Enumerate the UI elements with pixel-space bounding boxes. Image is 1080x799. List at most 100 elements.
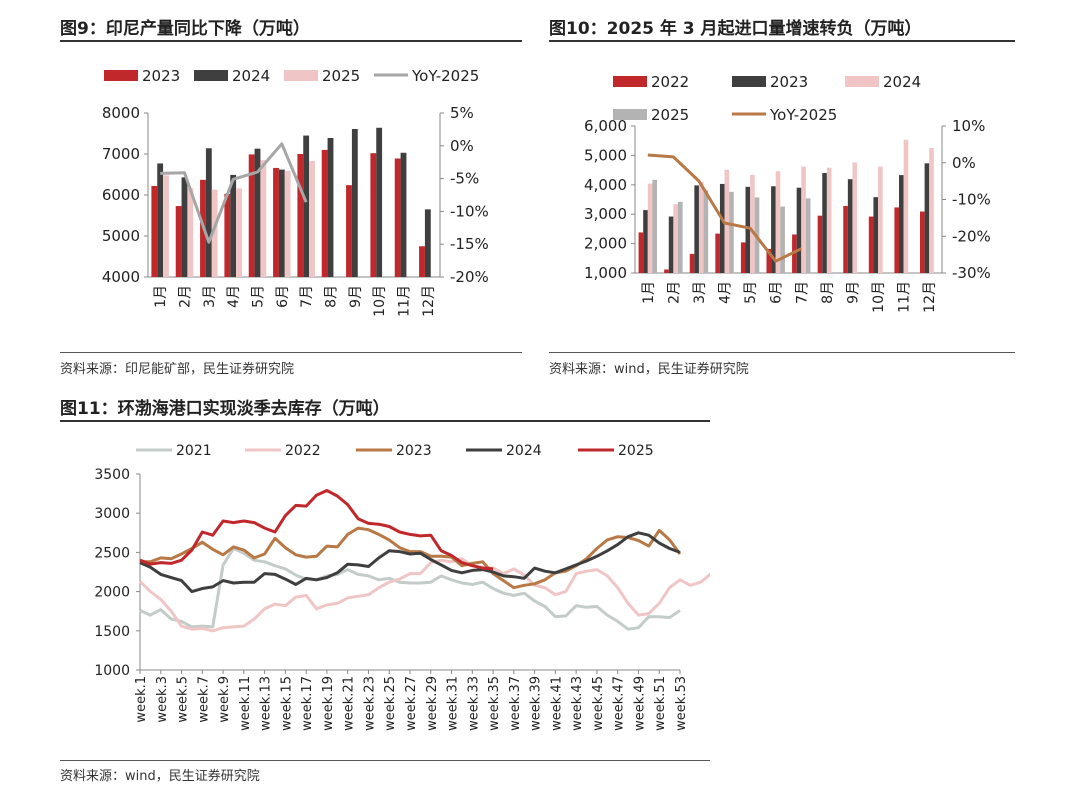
chart11-x-tick-label: week.5 (176, 676, 191, 723)
chart9-bar-2024 (376, 127, 383, 277)
chart10-bar-2023 (643, 210, 648, 273)
chart10-x-tick-label: 3月 (692, 281, 708, 304)
chart11-legend-label-2025: 2025 (618, 443, 654, 459)
chart9-bar-2023 (346, 185, 352, 277)
chart11-legend-label-2021: 2021 (176, 443, 212, 459)
chart10-bar-2024 (750, 174, 755, 273)
chart10-legend-swatch-2022 (613, 76, 647, 87)
chart11-x-tick-label: week.3 (155, 676, 170, 723)
chart9-x-tick-label: 1月 (153, 285, 169, 308)
chart10-bar-2023 (822, 173, 827, 273)
chart10-bar-2022 (894, 207, 900, 273)
chart9-bar-2023 (224, 193, 231, 277)
chart11-x-tick-label: week.39 (529, 676, 544, 731)
chart9-x-tick-label: 12月 (421, 285, 437, 317)
chart9-bar-2023 (273, 167, 279, 277)
chart9-bar-2023 (175, 206, 182, 277)
chart9-bar-2025 (163, 175, 169, 277)
chart9-panel: 图9：印尼产量同比下降（万吨） 4000 5000 6000 7000 8000 5% 0%… (60, 8, 522, 380)
chart10-bar-2024 (724, 169, 730, 273)
chart11-x-tick-label: week.45 (591, 676, 606, 731)
chart9-bar-2024 (400, 152, 407, 277)
chart10-legend-swatch-2023 (732, 76, 766, 87)
chart11-legend-label-2023: 2023 (396, 443, 432, 459)
chart10-legend-swatch-2025 (613, 109, 647, 120)
chart9-legend-swatch-2025 (284, 70, 318, 81)
chart10-bar-2024 (647, 183, 653, 273)
chart11-x-tick-label: week.9 (217, 676, 232, 723)
chart10-x-tick-label: 7月 (794, 281, 810, 304)
chart10-bar-2023 (847, 179, 853, 273)
chart10-bar-2022 (689, 253, 695, 273)
chart11-legend-label-2022: 2022 (285, 443, 321, 459)
chart9-bar-2024 (424, 209, 431, 277)
chart10-x-tick-label: 4月 (718, 281, 734, 304)
chart10-x-tick-label: 1月 (641, 281, 657, 304)
chart9-bar-2023 (297, 154, 304, 277)
chart11-tick-label: 3000 (94, 506, 130, 522)
chart10-bar-2022 (817, 215, 823, 273)
chart9-x-tick-label: 9月 (348, 285, 364, 308)
chart9-bar-2024 (157, 163, 164, 277)
chart10-bar-2022 (664, 269, 669, 273)
chart11-x-tick-label: week.21 (342, 676, 357, 731)
chart9-svg: 4000 5000 6000 7000 8000 5% 0% -5% -10% -15% -20% 1… (102, 67, 489, 317)
chart9-x-tick-label: 2月 (178, 285, 194, 308)
chart11-tick-label: 3500 (94, 467, 130, 483)
chart9-tick-label-left: 8000 (102, 104, 140, 122)
chart10-bar-2024 (826, 167, 832, 273)
chart10-bar-2023 (873, 197, 879, 273)
chart11-panel: 图11：环渤海港口实现淡季去库存（万吨） 1000 1500 2000 2500 300… (60, 388, 710, 793)
chart9-tick-label-left: 7000 (102, 145, 140, 163)
chart9-bar-2023 (151, 185, 158, 277)
chart10-tick-label-left: 2,000 (584, 235, 627, 253)
chart10-bar-2025 (780, 206, 785, 273)
chart9-legend-swatch-2023 (104, 70, 138, 81)
chart9-bar-2024 (278, 169, 285, 277)
chart10-bar-2022 (766, 248, 772, 273)
chart10-bar-2024 (903, 139, 909, 273)
chart9-tick-label-left: 6000 (102, 186, 140, 204)
chart9-bar-2025 (309, 160, 315, 277)
chart10-bar-2023 (745, 186, 751, 273)
chart10-bar-2023 (719, 183, 725, 273)
chart10-bar-2025 (703, 190, 709, 273)
chart9-tick-label-right: -10% (450, 202, 489, 220)
chart9-bar-2024 (327, 138, 334, 277)
chart10-bar-2022 (638, 232, 644, 273)
chart10-tick-label-left: 5,000 (584, 146, 627, 164)
chart9-legend-label-2025: 2025 (322, 67, 360, 85)
chart9-bar-2023 (394, 158, 401, 277)
chart9-bar-2024 (303, 135, 310, 277)
chart11-x-tick-label: week.11 (238, 676, 253, 731)
chart9-title-rule (60, 40, 522, 42)
chart9-tick-label-right: -20% (450, 268, 489, 286)
chart9-bottom-rule (60, 352, 522, 353)
chart10-tick-label-right: 10% (952, 117, 985, 135)
chart11-tick-label: 2000 (94, 585, 130, 601)
chart10-tick-label-right: -10% (952, 191, 991, 209)
chart10-legend-label-2025: 2025 (651, 106, 689, 124)
chart10-title-rule (549, 40, 1015, 42)
chart11-bottom-rule (60, 760, 710, 761)
chart10-title: 图10：2025 年 3 月起进口量增速转负（万吨） (549, 19, 922, 39)
chart9-x-tick-label: 6月 (275, 285, 291, 308)
chart11-x-tick-label: week.31 (446, 676, 461, 731)
chart9-bar-2024 (205, 148, 212, 277)
chart10-x-tick-label: 6月 (769, 281, 785, 304)
chart11-x-tick-label: week.17 (300, 676, 315, 731)
chart11-x-tick-label: week.41 (549, 676, 564, 731)
chart11-x-tick-label: week.43 (570, 676, 585, 731)
chart10-x-tick-label: 11月 (897, 281, 913, 313)
chart11-x-tick-label: week.13 (259, 676, 274, 731)
chart9-line-YoY-2025 (160, 142, 308, 244)
chart9-bar-2025 (236, 188, 242, 277)
chart11-x-tick-label: week.51 (653, 676, 668, 731)
chart9-bar-2024 (351, 128, 358, 277)
chart9-x-tick-label: 10月 (372, 285, 388, 317)
chart10-tick-label-left: 4,000 (584, 176, 627, 194)
chart9-bar-2025 (211, 189, 218, 277)
chart11-line-2024 (139, 531, 681, 594)
chart11-x-tick-label: week.29 (425, 676, 440, 731)
chart9-x-tick-label: 11月 (397, 285, 413, 317)
